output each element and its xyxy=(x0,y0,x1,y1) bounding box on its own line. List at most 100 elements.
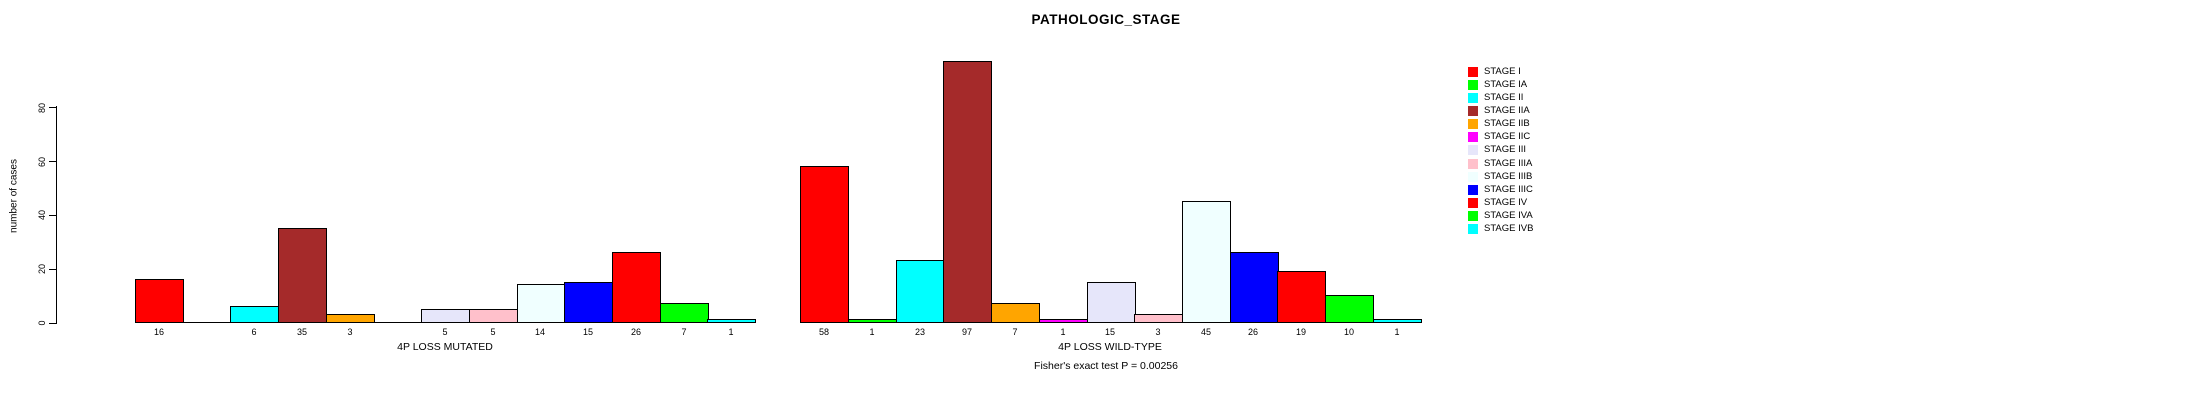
legend-item: STAGE IIA xyxy=(1468,105,1530,116)
bar-value-label: 10 xyxy=(1343,327,1354,337)
bar-value-label: 1 xyxy=(1060,327,1066,337)
legend-item: STAGE IIB xyxy=(1468,119,1530,130)
bar-4p-loss-wild-type-stage-iva xyxy=(1325,295,1374,323)
bar-value-label: 35 xyxy=(296,327,307,337)
legend-swatch xyxy=(1468,171,1478,182)
y-axis-tick xyxy=(49,322,57,324)
legend-item: STAGE IVB xyxy=(1468,224,1533,235)
bar-4p-loss-mutated-stage-iva xyxy=(660,303,709,323)
bar-4p-loss-wild-type-stage-ivb xyxy=(1373,319,1422,323)
legend-swatch xyxy=(1468,132,1478,143)
y-axis-tick xyxy=(49,268,57,270)
legend-swatch xyxy=(1468,105,1478,116)
bar-4p-loss-wild-type-stage-iic xyxy=(1039,319,1088,323)
bar-4p-loss-wild-type-stage-iia xyxy=(943,61,992,323)
bar-4p-loss-mutated-stage-iiib xyxy=(517,284,566,323)
y-axis-tick-label: 0 xyxy=(37,320,47,326)
legend-item: STAGE IIC xyxy=(1468,132,1530,143)
y-axis-tick-label: 20 xyxy=(37,264,47,275)
bar-4p-loss-mutated-stage-iiia xyxy=(469,309,518,323)
bar-value-label: 14 xyxy=(534,327,545,337)
legend-label: STAGE IIIA xyxy=(1484,157,1533,169)
legend-swatch xyxy=(1468,211,1478,222)
legend-label: STAGE I xyxy=(1484,65,1521,77)
fisher-test-annotation: Fisher's exact test P = 0.00256 xyxy=(1034,360,1178,372)
legend-label: STAGE IIA xyxy=(1484,104,1530,116)
bar-4p-loss-wild-type-stage-ia xyxy=(848,319,897,323)
legend-swatch xyxy=(1468,184,1478,195)
legend-label: STAGE IV xyxy=(1484,197,1528,208)
legend-item: STAGE IVA xyxy=(1468,211,1533,222)
bar-value-label: 16 xyxy=(153,327,164,337)
bar-4p-loss-wild-type-stage-iiib xyxy=(1182,201,1231,323)
y-axis-line xyxy=(56,106,57,323)
bar-value-label: 58 xyxy=(818,327,829,337)
bar-value-label: 26 xyxy=(630,327,641,337)
bar-value-label: 3 xyxy=(347,327,353,337)
bar-4p-loss-wild-type-stage-iv xyxy=(1277,271,1326,323)
bar-value-label: 5 xyxy=(442,327,448,337)
bar-value-label: 19 xyxy=(1295,327,1306,337)
bar-4p-loss-mutated-stage-iib xyxy=(326,314,375,323)
bar-4p-loss-mutated-stage-i xyxy=(135,279,184,323)
legend-item: STAGE IA xyxy=(1468,79,1527,90)
legend-label: STAGE IA xyxy=(1484,78,1528,90)
bar-4p-loss-wild-type-stage-iib xyxy=(991,303,1040,323)
legend-item: STAGE IIIA xyxy=(1468,158,1532,169)
legend-swatch xyxy=(1468,224,1478,235)
y-axis-tick xyxy=(49,214,57,216)
legend-label: STAGE IIIC xyxy=(1484,183,1533,195)
bar-value-label: 3 xyxy=(1155,327,1161,337)
legend-swatch xyxy=(1468,145,1478,156)
legend-swatch xyxy=(1468,66,1478,77)
legend-item: STAGE IIIB xyxy=(1468,171,1532,182)
y-axis-label: number of cases xyxy=(8,159,20,233)
bar-value-label: 26 xyxy=(1247,327,1258,337)
bar-value-label: 15 xyxy=(582,327,593,337)
bar-value-label: 7 xyxy=(1012,327,1018,337)
bar-4p-loss-wild-type-stage-iiia xyxy=(1134,314,1183,323)
y-axis-tick xyxy=(49,161,57,163)
x-axis-group-label: 4P LOSS MUTATED xyxy=(397,341,493,353)
bar-value-label: 1 xyxy=(1394,327,1400,337)
bar-4p-loss-mutated-stage-ivb xyxy=(707,319,756,323)
chart-title: PATHOLOGIC_STAGE xyxy=(1031,12,1181,27)
y-axis-tick-label: 80 xyxy=(37,102,47,113)
legend-item: STAGE IIIC xyxy=(1468,184,1533,195)
bar-value-label: 45 xyxy=(1200,327,1211,337)
legend-swatch xyxy=(1468,79,1478,90)
bar-4p-loss-mutated-stage-iv xyxy=(612,252,661,323)
bar-value-label: 7 xyxy=(681,327,687,337)
bar-4p-loss-wild-type-stage-iii xyxy=(1087,282,1136,323)
legend-item: STAGE IV xyxy=(1468,198,1527,209)
legend-swatch xyxy=(1468,92,1478,103)
y-axis-tick-label: 40 xyxy=(37,210,47,221)
bar-value-label: 1 xyxy=(869,327,875,337)
bar-value-label: 97 xyxy=(961,327,972,337)
legend-swatch xyxy=(1468,158,1478,169)
bar-4p-loss-mutated-stage-ii xyxy=(230,306,279,323)
legend-label: STAGE III xyxy=(1484,144,1527,156)
legend-swatch xyxy=(1468,198,1478,208)
legend-swatch xyxy=(1468,119,1478,130)
y-axis-tick-label: 60 xyxy=(37,156,47,167)
legend-item: STAGE III xyxy=(1468,145,1526,156)
legend-label: STAGE II xyxy=(1484,91,1524,103)
bar-4p-loss-mutated-stage-iia xyxy=(278,228,327,323)
legend-label: STAGE IIIB xyxy=(1484,170,1533,182)
bar-value-label: 15 xyxy=(1104,327,1115,337)
bar-value-label: 5 xyxy=(490,327,496,337)
bar-4p-loss-mutated-stage-iii xyxy=(421,309,470,323)
bar-value-label: 23 xyxy=(914,327,925,337)
legend-item: STAGE II xyxy=(1468,92,1523,103)
legend-label: STAGE IIC xyxy=(1484,131,1531,143)
bar-value-label: 6 xyxy=(251,327,257,337)
x-axis-group-label: 4P LOSS WILD-TYPE xyxy=(1058,341,1162,353)
legend-label: STAGE IIB xyxy=(1484,118,1530,130)
bar-4p-loss-wild-type-stage-ii xyxy=(896,260,945,323)
bar-4p-loss-wild-type-stage-iiic xyxy=(1230,252,1279,323)
legend-item: STAGE I xyxy=(1468,66,1521,77)
bar-4p-loss-mutated-stage-iiic xyxy=(564,282,613,323)
bar-4p-loss-wild-type-stage-i xyxy=(800,166,849,323)
